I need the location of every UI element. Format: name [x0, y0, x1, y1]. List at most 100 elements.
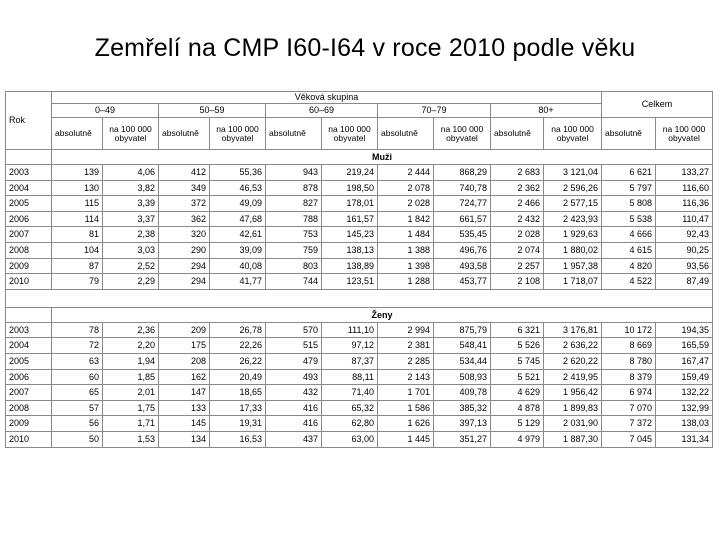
value-cell: 2 031,90 — [542, 415, 603, 432]
table-row: 2007 81 2,38 320 42,61 753 145,23 1 484 535,45 2 … — [5, 226, 714, 243]
table-row: 2009 87 2,52 294 40,08 803 138,89 1 398 493,58 2 … — [5, 257, 714, 275]
year-cell: 2009 — [5, 257, 52, 275]
value-cell: 1 842 — [377, 210, 434, 228]
value-cell: 132,99 — [655, 399, 714, 417]
value-cell: 18,65 — [209, 384, 266, 401]
value-cell: 412 — [158, 164, 210, 181]
value-cell: 3,39 — [102, 195, 159, 212]
value-cell: 194,35 — [655, 321, 714, 339]
value-cell: 1 929,63 — [542, 226, 603, 243]
value-cell: 1 956,42 — [542, 384, 603, 401]
value-cell: 827 — [265, 195, 322, 212]
section-label: Ženy — [50, 306, 714, 323]
table-row: 2010 50 1,53 134 16,53 437 63,00 1 445 351,27 4 9… — [5, 430, 714, 448]
value-cell: 2 994 — [377, 321, 434, 339]
value-cell: 744 — [265, 273, 322, 290]
year-cell: 2006 — [5, 210, 52, 228]
year-cell: 2005 — [5, 195, 52, 212]
value-cell: 88,11 — [321, 368, 378, 386]
value-cell: 19,31 — [209, 415, 266, 432]
value-cell: 493 — [265, 368, 322, 386]
value-cell: 416 — [265, 415, 322, 432]
value-cell: 39,09 — [209, 241, 266, 259]
value-cell: 294 — [158, 273, 210, 290]
value-cell: 4 666 — [601, 226, 657, 243]
header-age-group: 0–49 — [51, 103, 159, 118]
value-cell: 81 — [51, 226, 103, 243]
value-cell: 803 — [265, 257, 322, 275]
value-cell: 479 — [265, 352, 322, 370]
value-cell: 320 — [158, 226, 210, 243]
value-cell: 4 522 — [601, 273, 657, 290]
value-cell: 2 257 — [490, 257, 544, 275]
value-cell: 178,01 — [321, 195, 378, 212]
value-cell: 1 899,83 — [542, 399, 603, 417]
value-cell: 1 484 — [377, 226, 434, 243]
value-cell: 198,50 — [321, 179, 378, 197]
value-cell: 5 129 — [490, 415, 544, 432]
value-cell: 2 423,93 — [542, 210, 603, 228]
value-cell: 56 — [51, 415, 103, 432]
value-cell: 6 321 — [490, 321, 544, 339]
value-cell: 50 — [51, 430, 103, 448]
value-cell: 63,00 — [321, 430, 378, 448]
value-cell: 351,27 — [433, 430, 491, 448]
value-cell: 1 288 — [377, 273, 434, 290]
table-row: 2006 114 3,37 362 47,68 788 161,57 1 842 661,57 2… — [5, 210, 714, 228]
header-absolutne: absolutně — [158, 117, 210, 150]
value-cell: 2 028 — [377, 195, 434, 212]
value-cell: 90,25 — [655, 241, 714, 259]
value-cell: 8 669 — [601, 337, 657, 354]
value-cell: 209 — [158, 321, 210, 339]
value-cell: 5 745 — [490, 352, 544, 370]
value-cell: 362 — [158, 210, 210, 228]
value-cell: 219,24 — [321, 164, 378, 181]
year-cell: 2007 — [5, 384, 52, 401]
value-cell: 47,68 — [209, 210, 266, 228]
value-cell: 740,78 — [433, 179, 491, 197]
year-cell: 2010 — [5, 430, 52, 448]
section-header-row: Muži — [5, 149, 714, 165]
value-cell: 1,94 — [102, 352, 159, 370]
value-cell: 515 — [265, 337, 322, 354]
value-cell: 3,82 — [102, 179, 159, 197]
value-cell: 385,32 — [433, 399, 491, 417]
value-cell: 10 172 — [601, 321, 657, 339]
value-cell: 508,93 — [433, 368, 491, 386]
value-cell: 65,32 — [321, 399, 378, 417]
value-cell: 2 143 — [377, 368, 434, 386]
header-rate: na 100 000 obyvatel — [209, 117, 266, 150]
section-label: Muži — [50, 149, 714, 165]
value-cell: 2,38 — [102, 226, 159, 243]
value-cell: 116,60 — [655, 179, 714, 197]
year-cell: 2003 — [5, 321, 52, 339]
value-cell: 3,37 — [102, 210, 159, 228]
value-cell: 570 — [265, 321, 322, 339]
value-cell: 2 466 — [490, 195, 544, 212]
value-cell: 159,49 — [655, 368, 714, 386]
value-cell: 2 028 — [490, 226, 544, 243]
header-absolutne: absolutně — [490, 117, 544, 150]
value-cell: 26,78 — [209, 321, 266, 339]
value-cell: 2,29 — [102, 273, 159, 290]
value-cell: 753 — [265, 226, 322, 243]
value-cell: 79 — [51, 273, 103, 290]
value-cell: 167,47 — [655, 352, 714, 370]
table-body: Muži 2003 139 4,06 412 55,36 943 219,24 2 444 868… — [4, 149, 714, 448]
value-cell: 2 362 — [490, 179, 544, 197]
value-cell: 87 — [51, 257, 103, 275]
value-cell: 2,20 — [102, 337, 159, 354]
value-cell: 138,13 — [321, 241, 378, 259]
table-row: 2005 115 3,39 372 49,09 827 178,01 2 028 724,77 2… — [5, 195, 714, 212]
value-cell: 548,41 — [433, 337, 491, 354]
header-absolutne: absolutně — [265, 117, 322, 150]
header-absolutne: absolutně — [601, 117, 657, 150]
value-cell: 453,77 — [433, 273, 491, 290]
value-cell: 134 — [158, 430, 210, 448]
value-cell: 493,58 — [433, 257, 491, 275]
value-cell: 115 — [51, 195, 103, 212]
year-cell: 2006 — [5, 368, 52, 386]
value-cell: 2 285 — [377, 352, 434, 370]
header-vekova-skupina: Věková skupina — [50, 91, 603, 104]
value-cell: 133 — [158, 399, 210, 417]
